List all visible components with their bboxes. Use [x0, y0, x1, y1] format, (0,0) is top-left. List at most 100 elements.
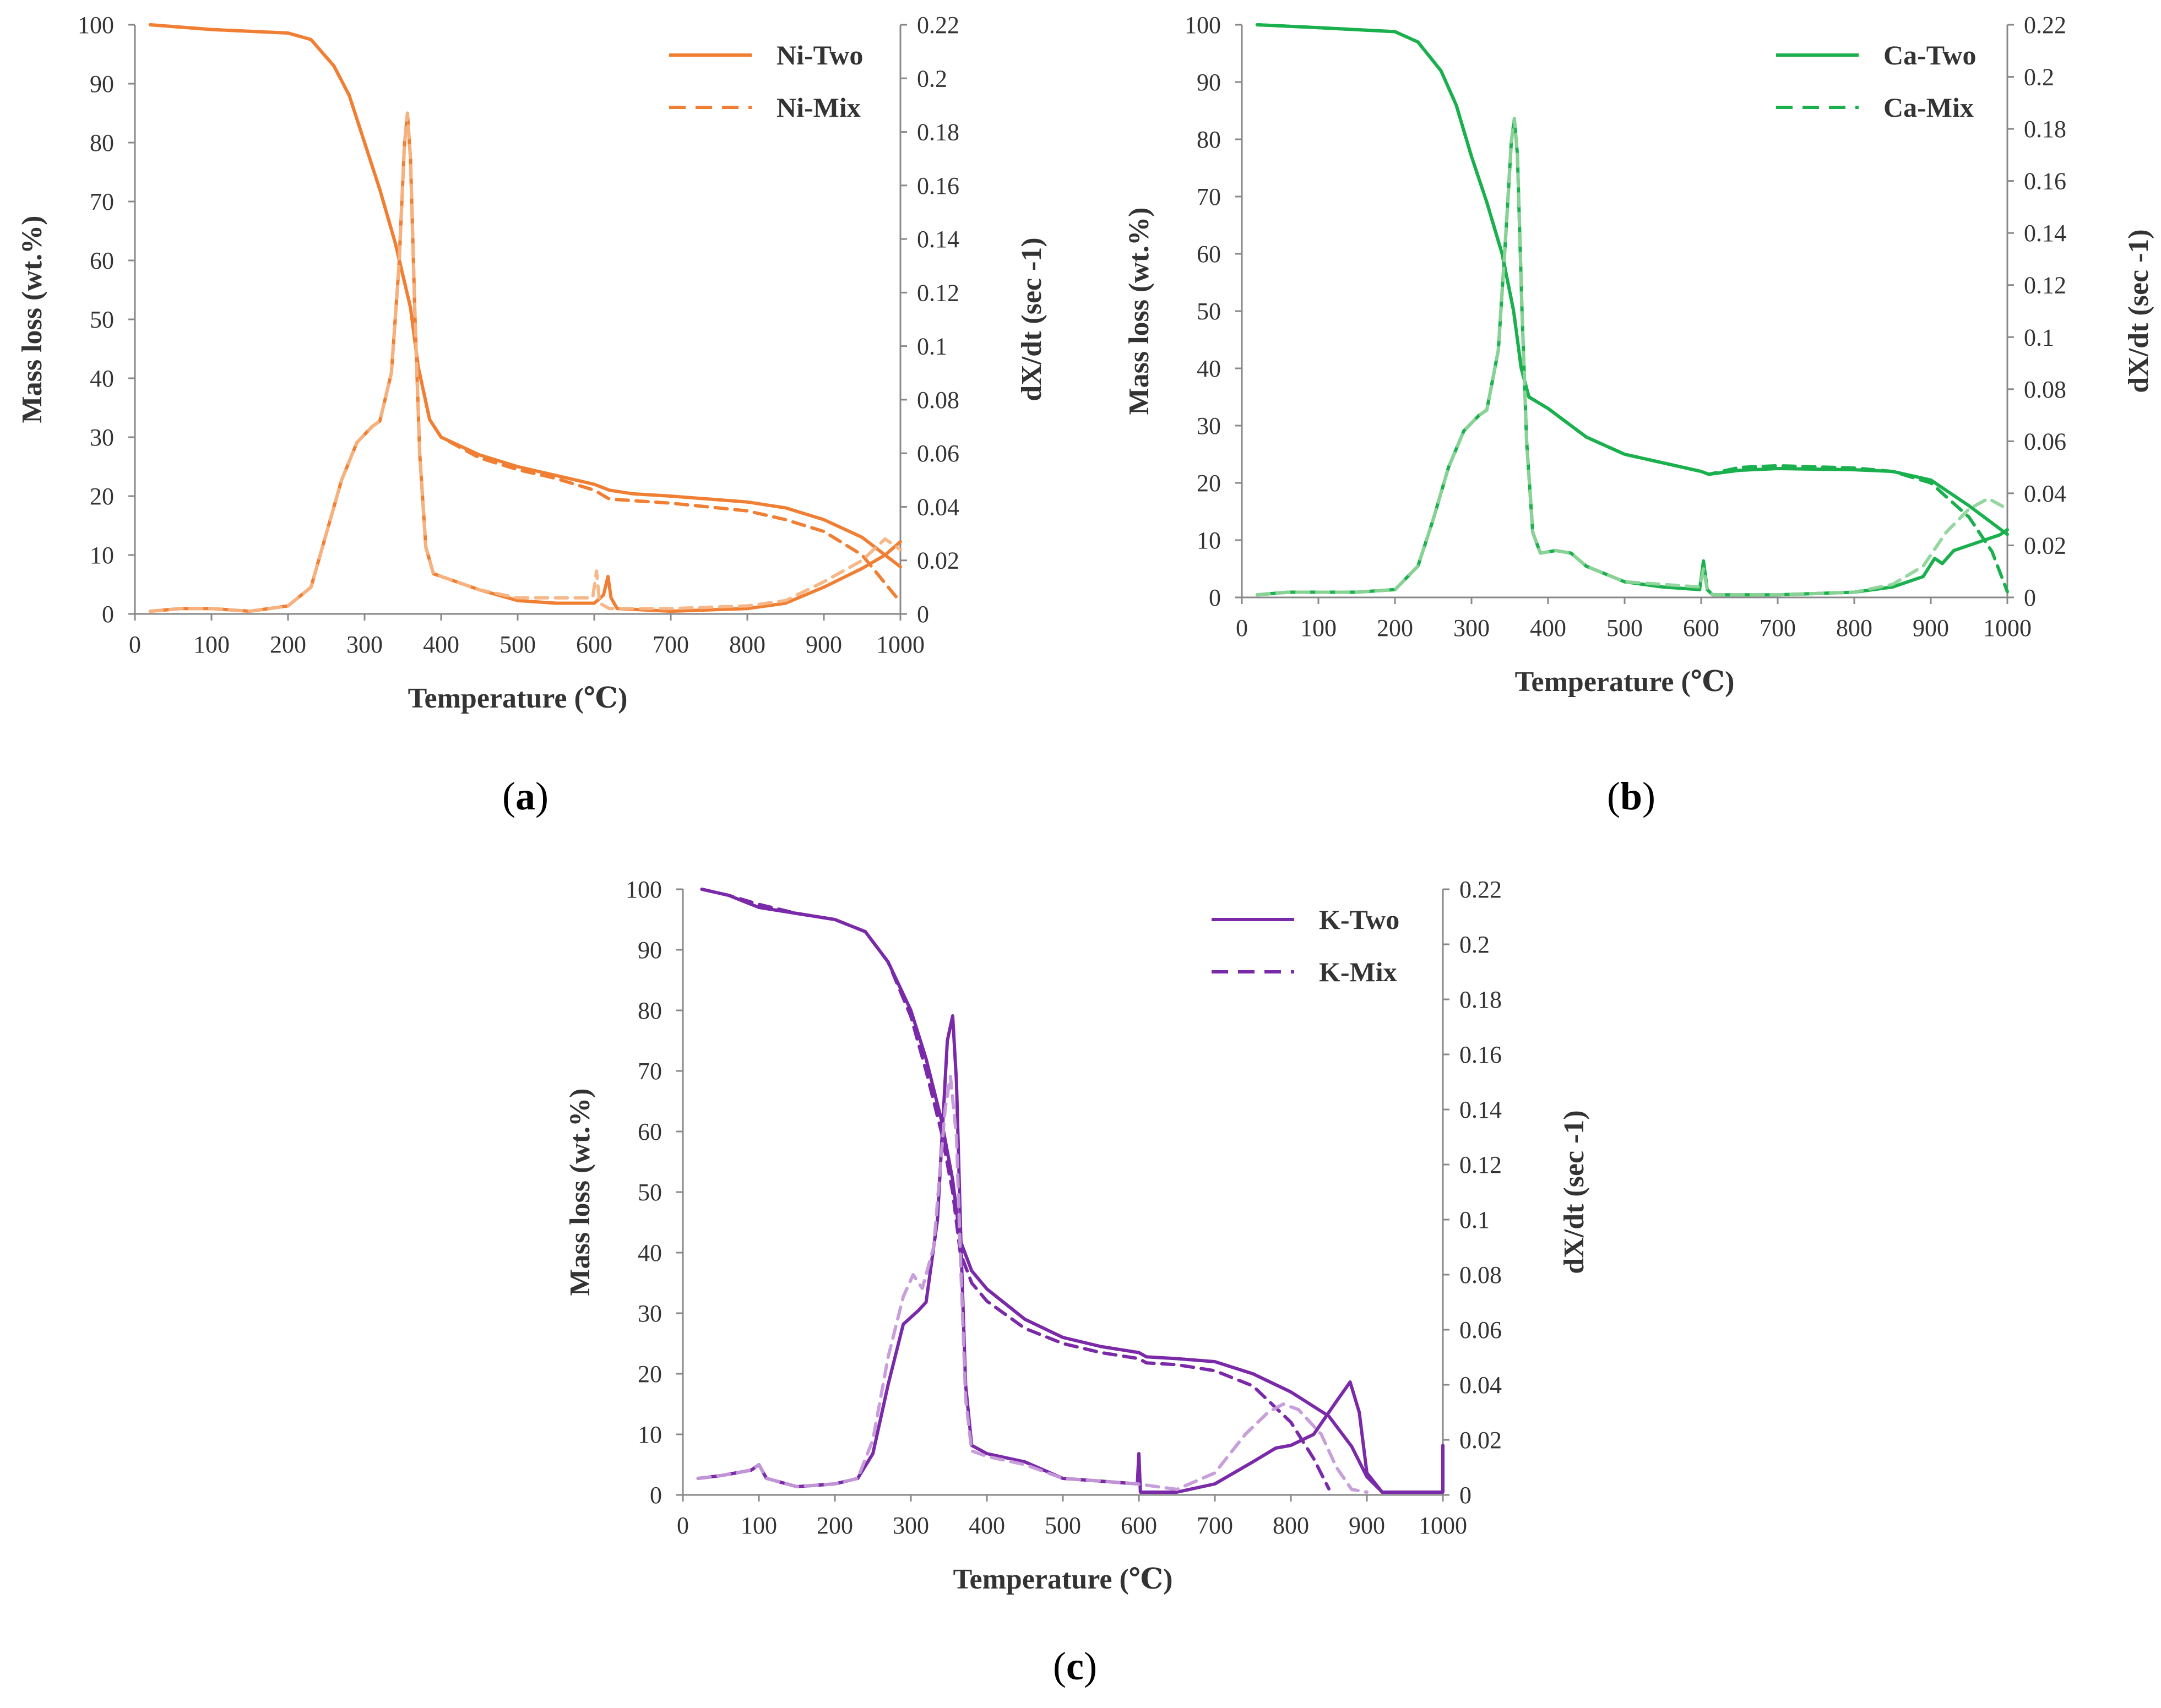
chart-b-x-tick-label: 800 [1836, 614, 1872, 641]
chart-c: 0 100 200 300 400 500 600 700 800 900 100001020304… [564, 876, 1590, 1595]
chart-b-y-tick-label: 50 [1197, 298, 1221, 325]
chart-a-x-tick-label: 0 [129, 631, 141, 658]
chart-c-x-tick-label: 600 [1121, 1512, 1157, 1539]
chart-a-legend-label: Ni-Two [777, 40, 863, 70]
chart-c-y-tick-label: 100 [626, 876, 662, 903]
chart-c-y2-tick-label: 0.2 [1459, 931, 1490, 958]
chart-b-x-tick-label: 700 [1760, 614, 1796, 641]
chart-a-y-axis-title: Mass loss (wt.%) [17, 216, 48, 423]
chart-b-x-tick-label: 500 [1606, 614, 1643, 641]
chart-c-y-tick-label: 60 [638, 1118, 662, 1145]
chart-c-legend-label: K-Mix [1319, 956, 1397, 987]
chart-c-y-tick-label: 0 [650, 1482, 662, 1509]
chart-b-y2-axis-title: dX/dt (sec -1) [2123, 229, 2154, 393]
chart-a-y2-tick-label: 0.2 [917, 65, 947, 92]
chart-c-x-tick-label: 200 [817, 1512, 853, 1539]
chart-b-y2-tick-label: 0.1 [2024, 324, 2054, 351]
chart-c-x-tick-label: 400 [969, 1512, 1005, 1539]
chart-b-y2-tick-label: 0.12 [2024, 272, 2066, 299]
chart-c-x-tick-label: 100 [741, 1512, 777, 1539]
chart-a-y2-tick-label: 0.16 [917, 172, 959, 199]
panel-label-c: (c) [1053, 1644, 1097, 1688]
chart-a-series-dxdt-3 [148, 111, 902, 613]
chart-c-y-axis-title: Mass loss (wt.%) [564, 1089, 596, 1296]
chart-a-y-tick-label: 20 [90, 483, 114, 510]
chart-b-x-tick-label: 600 [1683, 614, 1719, 641]
chart-a-y2-tick-label: 0.12 [917, 279, 959, 306]
panel-label-b: (b) [1607, 774, 1656, 818]
chart-a-y-tick-label: 80 [90, 129, 114, 156]
chart-a-x-tick-label: 200 [270, 631, 306, 658]
chart-c-y2-axis-title: dX/dt (sec -1) [1559, 1110, 1590, 1274]
chart-a-y-tick-label: 0 [102, 601, 114, 628]
chart-a-y2-axis-title: dX/dt (sec -1) [1016, 237, 1047, 401]
chart-b-y-tick-label: 40 [1197, 355, 1221, 382]
chart-c-y2-tick-label: 0.14 [1459, 1096, 1502, 1123]
chart-a-x-tick-label: 100 [193, 631, 230, 658]
chart-c-y-tick-label: 20 [638, 1361, 662, 1388]
chart-c-series-dxdt-3 [696, 1075, 1369, 1494]
chart-a-x-tick-label: 500 [499, 631, 536, 658]
chart-a-y2-tick-label: 0.18 [917, 119, 959, 146]
chart-c-y2-tick-label: 0.16 [1459, 1041, 1502, 1068]
chart-c-y-tick-label: 10 [638, 1421, 662, 1448]
chart-a: 0 100 200 300 400 500 600 700 800 900 100001020304… [17, 12, 1047, 714]
chart-a-y2-tick-label: 0.02 [917, 547, 959, 574]
chart-c-x-tick-label: 700 [1197, 1512, 1233, 1539]
chart-b-x-tick-label: 0 [1236, 614, 1248, 641]
chart-b-y-tick-label: 60 [1197, 241, 1221, 268]
chart-c-y-tick-label: 40 [638, 1239, 662, 1266]
chart-a-y2-tick-label: 0.06 [917, 440, 959, 467]
chart-b-y-axis-title: Mass loss (wt.%) [1123, 208, 1155, 415]
chart-b-x-tick-label: 100 [1300, 614, 1337, 641]
chart-c-y2-tick-label: 0.12 [1459, 1151, 1502, 1178]
chart-b-y2-tick-label: 0.06 [2024, 428, 2066, 455]
chart-a-x-tick-label: 900 [806, 631, 842, 658]
panel-label-a: (a) [502, 774, 549, 818]
chart-b-y2-tick-label: 0.04 [2024, 480, 2066, 507]
chart-c-y2-tick-label: 0.04 [1459, 1372, 1502, 1399]
chart-a-y2-tick-label: 0.04 [917, 493, 959, 520]
chart-a-x-tick-label: 400 [423, 631, 459, 658]
chart-a-x-tick-label: 700 [653, 631, 689, 658]
chart-a-x-tick-label: 300 [346, 631, 383, 658]
chart-a-series-dxdt-2 [148, 111, 902, 613]
chart-b-legend-label: Ca-Mix [1883, 92, 1974, 123]
chart-c-y-tick-label: 70 [638, 1058, 662, 1085]
chart-b-y-tick-label: 10 [1197, 527, 1221, 554]
chart-c-y-tick-label: 90 [638, 937, 662, 964]
chart-b-x-tick-label: 300 [1453, 614, 1490, 641]
chart-c-x-tick-label: 0 [677, 1512, 689, 1539]
chart-b-y2-tick-label: 0.02 [2024, 532, 2066, 559]
chart-a-legend-label: Ni-Mix [777, 92, 861, 123]
chart-a-x-tick-label: 800 [729, 631, 765, 658]
chart-c-y2-tick-label: 0.08 [1459, 1261, 1502, 1288]
chart-b-y2-tick-label: 0.08 [2024, 376, 2066, 403]
chart-a-y-tick-label: 60 [90, 247, 114, 274]
chart-a-y-tick-label: 40 [90, 365, 114, 392]
chart-a-series-ni-mix [148, 23, 902, 604]
chart-a-y-tick-label: 50 [90, 306, 114, 333]
chart-b-y-tick-label: 100 [1185, 12, 1221, 39]
chart-c-y2-tick-label: 0.02 [1459, 1427, 1502, 1454]
chart-a-y-tick-label: 90 [90, 70, 114, 97]
chart-a-y2-tick-label: 0 [917, 601, 929, 628]
chart-a-y-tick-label: 10 [90, 542, 114, 569]
chart-c-y-tick-label: 50 [638, 1179, 662, 1206]
chart-b-y-tick-label: 30 [1197, 412, 1221, 439]
chart-b-y-tick-label: 90 [1197, 69, 1221, 96]
chart-b: 0 100 200 300 400 500 600 700 800 900 100001020304… [1123, 12, 2154, 698]
chart-c-x-tick-label: 500 [1045, 1512, 1081, 1539]
chart-b-y-tick-label: 80 [1197, 126, 1221, 153]
chart-a-y2-tick-label: 0.22 [917, 12, 959, 39]
chart-a-y-tick-label: 30 [90, 424, 114, 451]
chart-a-y2-tick-label: 0.14 [917, 226, 959, 253]
chart-c-y2-tick-label: 0 [1459, 1482, 1472, 1509]
chart-b-series-dxdt-2 [1255, 117, 2009, 597]
chart-c-y2-tick-label: 0.1 [1459, 1206, 1490, 1233]
chart-b-y-tick-label: 0 [1209, 584, 1221, 611]
chart-b-legend-label: Ca-Two [1883, 40, 1977, 70]
chart-b-y-tick-label: 70 [1197, 183, 1221, 210]
chart-b-y2-tick-label: 0.16 [2024, 168, 2066, 195]
